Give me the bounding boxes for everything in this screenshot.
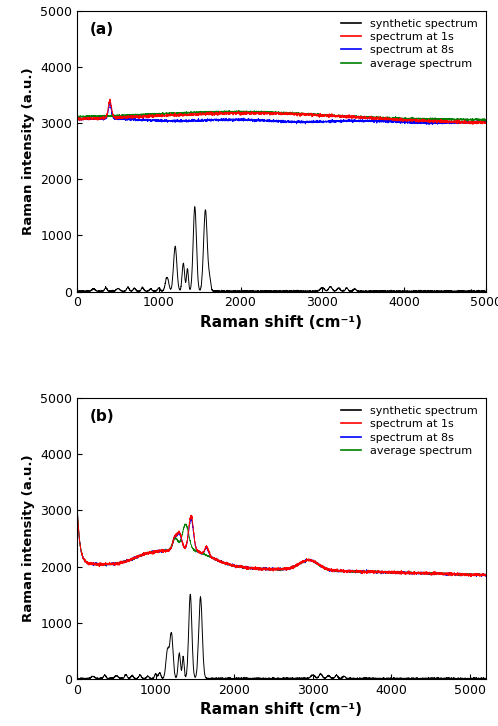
spectrum at 8s: [429, 120, 435, 129]
synthetic spectrum: [475, 674, 481, 683]
synthetic spectrum: [145, 672, 151, 681]
synthetic spectrum: [145, 286, 151, 295]
spectrum at 8s: [431, 118, 437, 126]
Legend: synthetic spectrum, spectrum at 1s, spectrum at 8s, average spectrum: synthetic spectrum, spectrum at 1s, spec…: [339, 17, 480, 71]
spectrum at 1s: [74, 503, 80, 512]
Line: spectrum at 8s: spectrum at 8s: [77, 507, 486, 576]
Line: synthetic spectrum: synthetic spectrum: [77, 595, 486, 679]
average spectrum: [476, 117, 482, 126]
spectrum at 1s: [483, 119, 489, 128]
synthetic spectrum: [249, 674, 254, 683]
spectrum at 1s: [470, 120, 476, 129]
spectrum at 8s: [74, 503, 80, 512]
synthetic spectrum: [74, 674, 80, 682]
spectrum at 1s: [468, 572, 474, 581]
spectrum at 1s: [121, 112, 127, 121]
spectrum at 1s: [107, 95, 113, 104]
average spectrum: [475, 571, 481, 580]
spectrum at 8s: [145, 549, 151, 558]
spectrum at 8s: [249, 115, 254, 123]
spectrum at 1s: [475, 118, 481, 127]
spectrum at 1s: [145, 549, 151, 558]
synthetic spectrum: [431, 287, 437, 295]
Line: synthetic spectrum: synthetic spectrum: [77, 207, 486, 292]
spectrum at 1s: [231, 108, 237, 117]
Legend: synthetic spectrum, spectrum at 1s, spectrum at 8s, average spectrum: synthetic spectrum, spectrum at 1s, spec…: [339, 404, 480, 458]
synthetic spectrum: [192, 203, 198, 211]
spectrum at 1s: [431, 116, 437, 125]
Text: (a): (a): [90, 22, 114, 37]
average spectrum: [483, 115, 489, 124]
synthetic spectrum: [74, 287, 80, 295]
average spectrum: [74, 112, 80, 121]
synthetic spectrum: [483, 674, 489, 683]
spectrum at 1s: [431, 568, 437, 577]
spectrum at 8s: [483, 117, 489, 126]
X-axis label: Raman shift (cm⁻¹): Raman shift (cm⁻¹): [200, 315, 363, 330]
synthetic spectrum: [121, 673, 127, 682]
synthetic spectrum: [375, 287, 381, 296]
Line: spectrum at 1s: spectrum at 1s: [77, 507, 486, 576]
average spectrum: [121, 110, 127, 119]
average spectrum: [231, 107, 237, 116]
spectrum at 1s: [74, 115, 80, 124]
spectrum at 8s: [121, 115, 127, 123]
average spectrum: [231, 562, 237, 571]
spectrum at 1s: [231, 561, 237, 570]
spectrum at 8s: [431, 569, 437, 578]
synthetic spectrum: [483, 287, 489, 295]
spectrum at 8s: [483, 572, 489, 581]
spectrum at 8s: [231, 115, 237, 123]
spectrum at 8s: [74, 115, 80, 124]
average spectrum: [236, 106, 242, 115]
average spectrum: [431, 568, 437, 577]
average spectrum: [249, 563, 254, 572]
average spectrum: [74, 502, 80, 511]
spectrum at 8s: [475, 570, 481, 579]
average spectrum: [476, 571, 482, 580]
average spectrum: [121, 557, 127, 566]
synthetic spectrum: [121, 287, 127, 295]
spectrum at 1s: [249, 110, 254, 118]
synthetic spectrum: [231, 674, 237, 683]
Line: average spectrum: average spectrum: [77, 110, 486, 121]
Y-axis label: Raman intensity (a.u.): Raman intensity (a.u.): [22, 68, 35, 235]
spectrum at 8s: [475, 118, 481, 126]
Y-axis label: Raman intensity (a.u.): Raman intensity (a.u.): [22, 454, 35, 622]
average spectrum: [483, 571, 489, 579]
spectrum at 8s: [474, 572, 480, 581]
spectrum at 1s: [475, 571, 481, 579]
Line: spectrum at 8s: spectrum at 8s: [77, 103, 486, 124]
spectrum at 8s: [121, 557, 127, 566]
X-axis label: Raman shift (cm⁻¹): Raman shift (cm⁻¹): [200, 702, 363, 717]
average spectrum: [145, 549, 151, 558]
synthetic spectrum: [475, 287, 481, 295]
average spectrum: [249, 107, 254, 116]
synthetic spectrum: [187, 590, 193, 599]
synthetic spectrum: [431, 674, 437, 682]
spectrum at 8s: [145, 115, 151, 124]
synthetic spectrum: [455, 674, 461, 683]
average spectrum: [475, 115, 481, 123]
Text: (b): (b): [90, 409, 114, 425]
spectrum at 1s: [249, 565, 254, 574]
spectrum at 1s: [121, 557, 127, 566]
spectrum at 8s: [231, 561, 237, 570]
spectrum at 1s: [145, 113, 151, 122]
spectrum at 1s: [483, 570, 489, 579]
synthetic spectrum: [231, 286, 237, 295]
average spectrum: [431, 115, 437, 123]
spectrum at 8s: [249, 563, 254, 571]
average spectrum: [145, 110, 151, 118]
Line: average spectrum: average spectrum: [77, 507, 486, 576]
spectrum at 8s: [107, 99, 113, 107]
synthetic spectrum: [249, 287, 254, 295]
Line: spectrum at 1s: spectrum at 1s: [77, 99, 486, 124]
